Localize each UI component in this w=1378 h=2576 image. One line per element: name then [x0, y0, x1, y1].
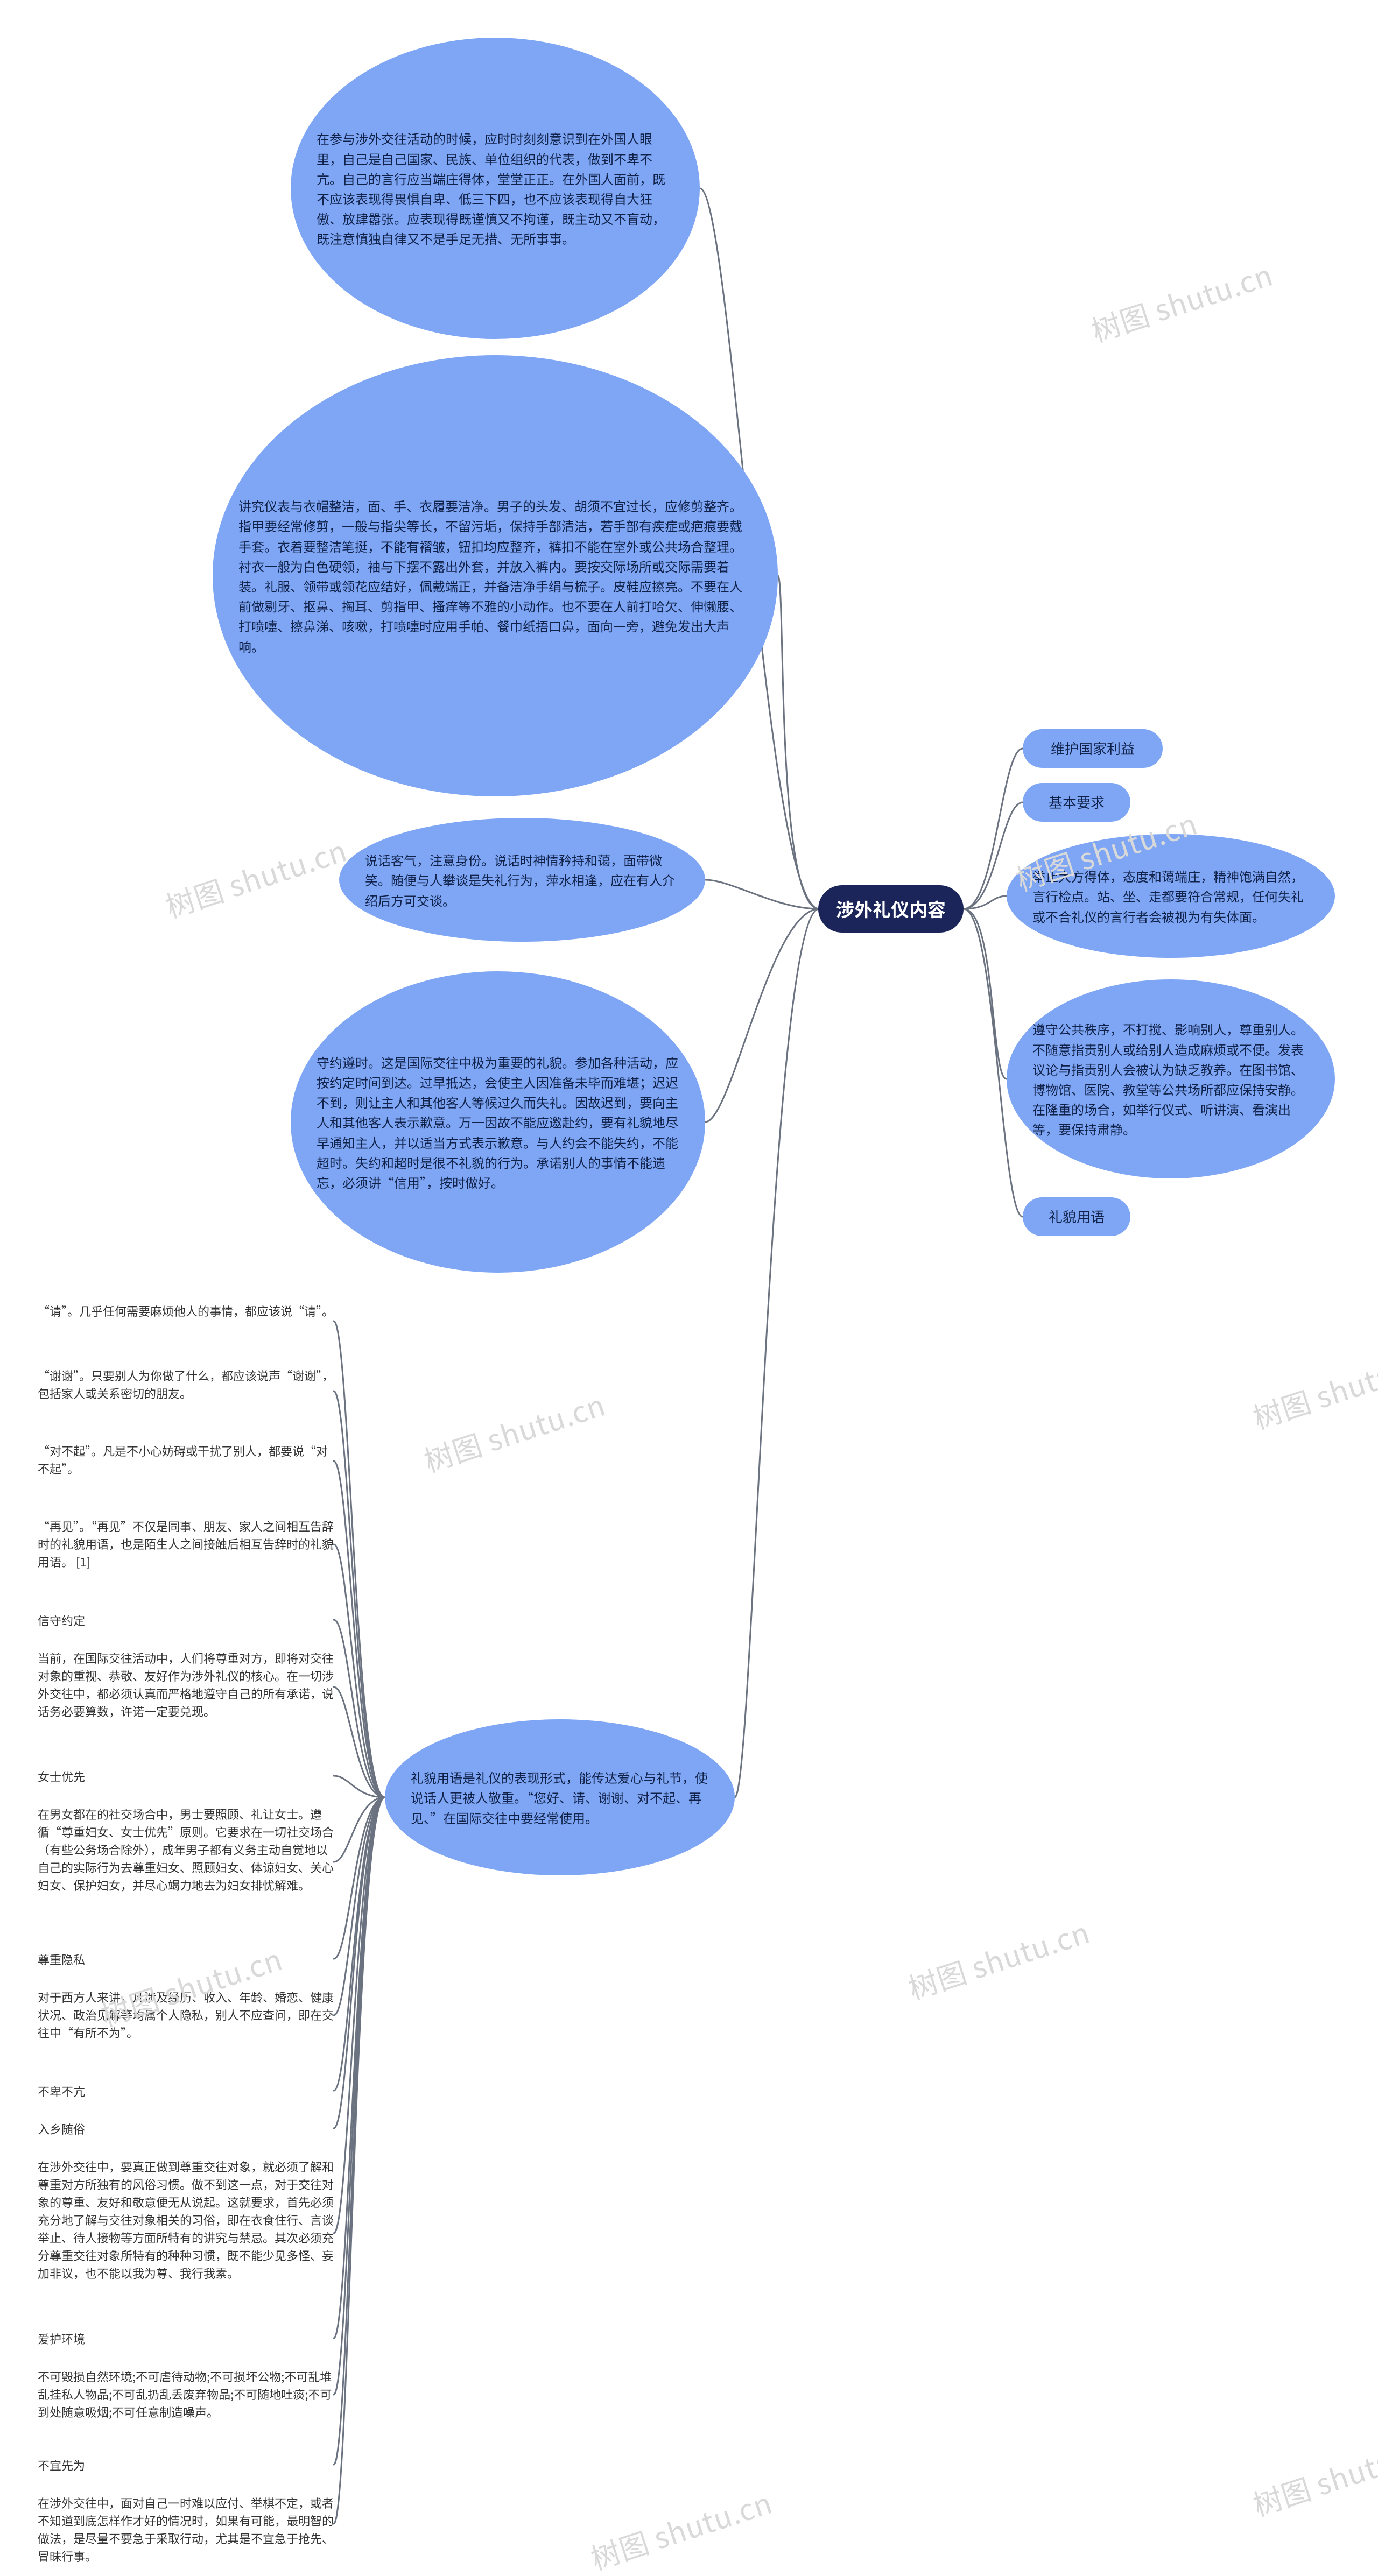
- edge-root-b2: [778, 576, 819, 909]
- watermark: 树图 shutu.cn: [1085, 252, 1277, 350]
- plain-node-p15[interactable]: 不可毁损自然环境;不可虐待动物;不可损坏公物;不可乱堆乱挂私人物品;不可乱扔乱丢…: [38, 2368, 334, 2421]
- bubble-node-b1[interactable]: 在参与涉外交往活动的时候，应时时刻刻意识到在外国人眼里，自己是自己国家、民族、单…: [291, 38, 700, 339]
- edge-b5-p5: [334, 1620, 385, 1797]
- plain-node-p11[interactable]: 不卑不亢: [38, 2083, 334, 2100]
- edge-root-r3: [964, 896, 1007, 909]
- edge-b5-p14: [334, 1797, 385, 2338]
- pill-node-r1[interactable]: 维护国家利益: [1023, 729, 1163, 768]
- plain-node-p4[interactable]: “再见”。“再见”不仅是同事、朋友、家人之间相互告辞时的礼貌用语，也是陌生人之间…: [38, 1518, 334, 1571]
- plain-node-p10[interactable]: 对于西方人来讲，凡涉及经历、收入、年龄、婚恋、健康状况、政治见解等均属个人隐私，…: [38, 1988, 334, 2042]
- plain-node-p16[interactable]: 不宜先为: [38, 2457, 334, 2474]
- root-node[interactable]: 涉外礼仪内容: [818, 885, 964, 933]
- edge-b5-p2: [334, 1391, 385, 1797]
- bubble-node-r3[interactable]: 举止大方得体，态度和蔼端庄，精神饱满自然，言行检点。站、坐、走都要符合常规，任何…: [1007, 834, 1335, 958]
- watermark: 树图 shutu.cn: [418, 1382, 610, 1480]
- edge-b5-p3: [334, 1461, 385, 1797]
- edge-b5-p9: [334, 1797, 385, 1959]
- edge-b5-p17: [334, 1797, 385, 2524]
- plain-node-p14[interactable]: 爱护环境: [38, 2330, 334, 2348]
- plain-node-p17[interactable]: 在涉外交往中，面对自己一时难以应付、举棋不定，或者不知道到底怎样作才好的情况时，…: [38, 2494, 334, 2565]
- edge-b5-p11: [334, 1797, 385, 2091]
- plain-node-p2[interactable]: “谢谢”。只要别人为你做了什么，都应该说声“谢谢”，包括家人或关系密切的朋友。: [38, 1367, 334, 1402]
- edge-root-b5: [735, 909, 819, 1797]
- edge-b5-p8: [334, 1797, 385, 1862]
- plain-node-p6[interactable]: 当前，在国际交往活动中，人们将尊重对方，即将对交往对象的重视、恭敬、友好作为涉外…: [38, 1649, 334, 1720]
- bubble-node-r4[interactable]: 遵守公共秩序，不打搅、影响别人，尊重别人。不随意指责别人或给别人造成麻烦或不便。…: [1007, 979, 1335, 1178]
- edge-b5-p15: [334, 1797, 385, 2395]
- bubble-node-b3[interactable]: 说话客气，注意身份。说话时神情矜持和蔼，面带微笑。随便与人攀谈是失礼行为，萍水相…: [339, 818, 705, 942]
- bubble-node-b2[interactable]: 讲究仪表与衣帽整洁，面、手、衣履要洁净。男子的头发、胡须不宜过长，应修剪整齐。指…: [213, 355, 778, 796]
- watermark: 树图 shutu.cn: [159, 828, 351, 926]
- plain-node-p12[interactable]: 入乡随俗: [38, 2120, 334, 2138]
- edge-b5-p16: [334, 1797, 385, 2465]
- plain-node-p1[interactable]: “请”。几乎任何需要麻烦他人的事情，都应该说“请”。: [38, 1302, 334, 1320]
- watermark: 树图 shutu.cn: [902, 1909, 1094, 2008]
- plain-node-p7[interactable]: 女士优先: [38, 1768, 334, 1785]
- plain-node-p13[interactable]: 在涉外交往中，要真正做到尊重交往对象，就必须了解和尊重对方所独有的风俗习惯。做不…: [38, 2158, 334, 2282]
- edge-b5-p4: [334, 1544, 385, 1797]
- edge-b5-p6: [334, 1687, 385, 1797]
- bubble-node-b5[interactable]: 礼貌用语是礼仪的表现形式，能传达爱心与礼节，使说话人更被人敬重。“您好、请、谢谢…: [385, 1719, 735, 1875]
- watermark: 树图 shutu.cn: [1247, 1339, 1378, 1437]
- edge-b5-p7: [334, 1776, 385, 1797]
- edge-b5-p10: [334, 1797, 385, 2015]
- plain-node-p9[interactable]: 尊重隐私: [38, 1951, 334, 1968]
- edge-b5-p12: [334, 1797, 385, 2128]
- edge-root-b3: [705, 880, 819, 909]
- edge-root-b4: [705, 909, 819, 1122]
- plain-node-p3[interactable]: “对不起”。凡是不小心妨碍或干扰了别人，都要说“对不起”。: [38, 1442, 334, 1478]
- edge-b5-p13: [334, 1797, 385, 2233]
- watermark: 树图 shutu.cn: [585, 2480, 777, 2576]
- plain-node-p8[interactable]: 在男女都在的社交场合中，男士要照顾、礼让女士。遵循“尊重妇女、女士优先”原则。它…: [38, 1805, 334, 1894]
- bubble-node-b4[interactable]: 守约遵时。这是国际交往中极为重要的礼貌。参加各种活动，应按约定时间到达。过早抵达…: [291, 971, 705, 1273]
- pill-node-r5[interactable]: 礼貌用语: [1023, 1197, 1130, 1236]
- edge-b5-p1: [334, 1321, 385, 1797]
- watermark: 树图 shutu.cn: [1247, 2426, 1378, 2524]
- plain-node-p5[interactable]: 信守约定: [38, 1612, 334, 1629]
- pill-node-r2[interactable]: 基本要求: [1023, 783, 1130, 822]
- edge-root-r4: [964, 909, 1007, 1079]
